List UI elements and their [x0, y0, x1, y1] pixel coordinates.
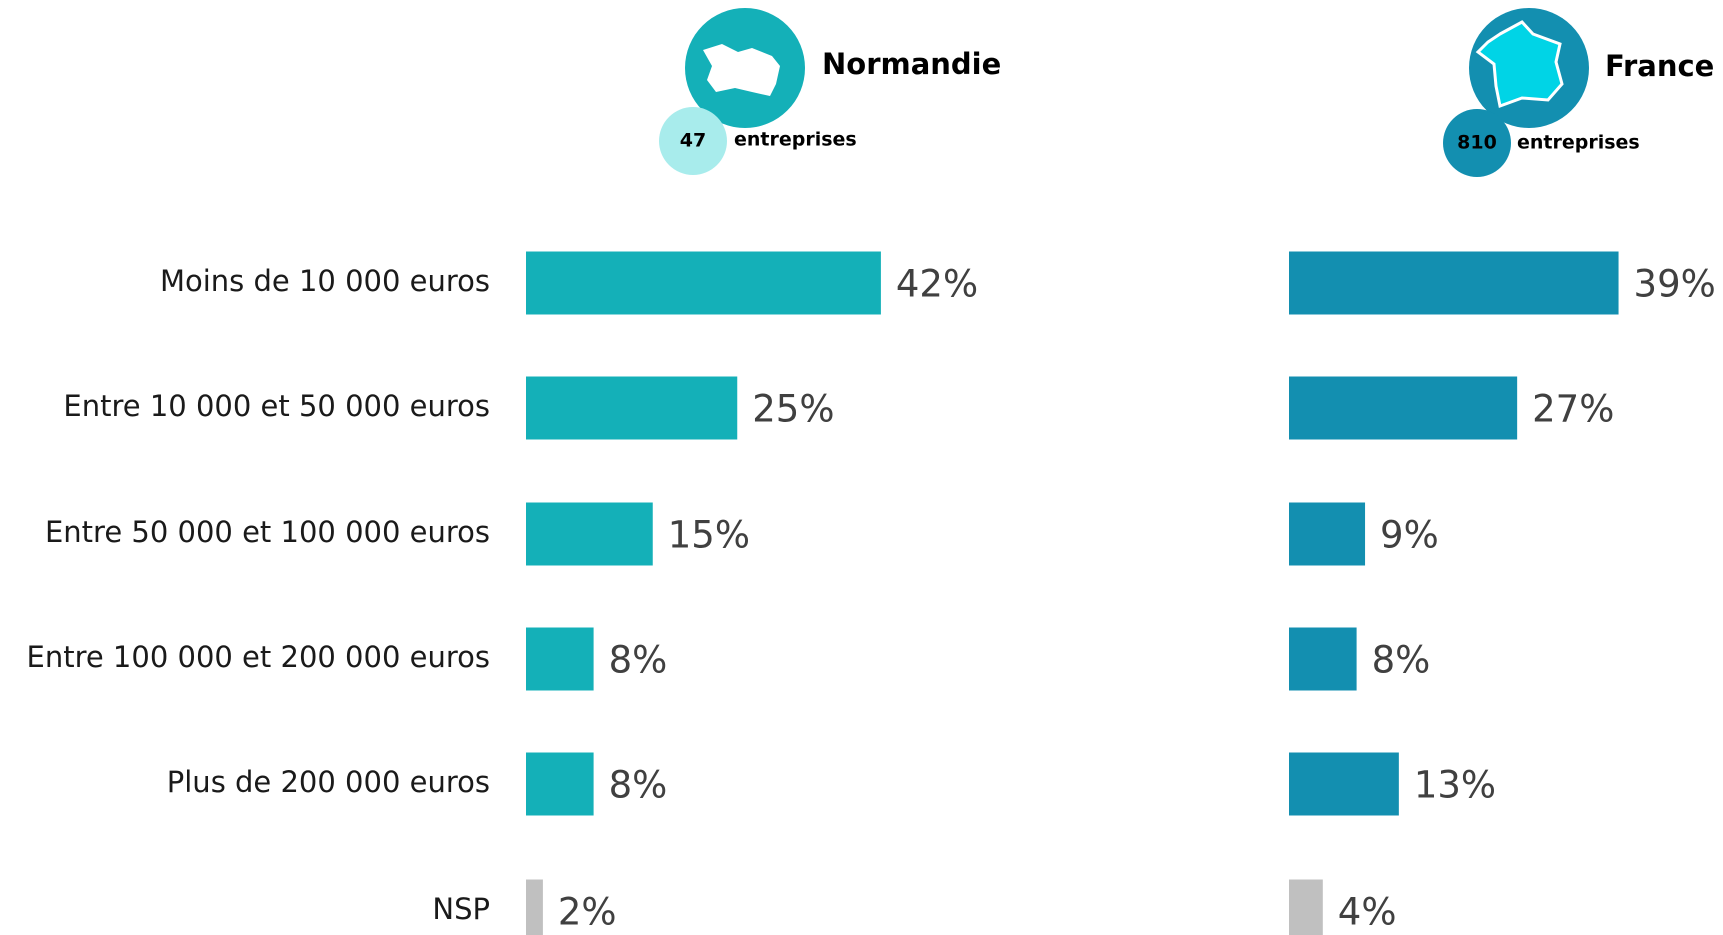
bar [1289, 376, 1518, 440]
normandie-map [703, 44, 780, 96]
bar [526, 879, 543, 935]
value-label: 42% [896, 263, 978, 306]
bar [526, 376, 738, 440]
category-label: Moins de 10 000 euros [160, 264, 490, 298]
category-label: Plus de 200 000 euros [167, 765, 490, 799]
value-label: 8% [609, 764, 668, 807]
category-label: Entre 10 000 et 50 000 euros [63, 389, 490, 423]
count: 810 [1457, 132, 1497, 154]
count-badge [1443, 109, 1511, 177]
value-label: 8% [609, 639, 668, 682]
count-label: entreprises [734, 129, 857, 151]
series-name: Normandie [822, 47, 1001, 81]
count: 47 [680, 130, 706, 152]
category-label: Entre 50 000 et 100 000 euros [45, 515, 490, 549]
category-label: Entre 100 000 et 200 000 euros [27, 640, 491, 674]
category-label: NSP [432, 892, 490, 926]
series-name: France [1605, 49, 1714, 83]
bar [1289, 502, 1366, 566]
count-label: entreprises [1517, 132, 1640, 154]
value-label: 25% [752, 388, 834, 431]
normandie-header [659, 8, 805, 175]
value-label: 39% [1634, 263, 1716, 306]
bar [526, 627, 594, 691]
value-label: 4% [1338, 891, 1397, 934]
bar [526, 502, 653, 566]
value-label: 9% [1380, 514, 1439, 557]
bar [1289, 627, 1357, 691]
bar [1289, 251, 1619, 315]
bar [1289, 752, 1399, 816]
bar [526, 251, 881, 315]
count-badge [659, 107, 727, 175]
france-map [1475, 20, 1564, 109]
value-label: 8% [1372, 639, 1431, 682]
value-label: 13% [1414, 764, 1496, 807]
france-header [1443, 8, 1589, 177]
bar [1289, 879, 1323, 935]
value-label: 2% [558, 891, 617, 934]
bar [526, 752, 594, 816]
value-label: 27% [1532, 388, 1614, 431]
value-label: 15% [668, 514, 750, 557]
